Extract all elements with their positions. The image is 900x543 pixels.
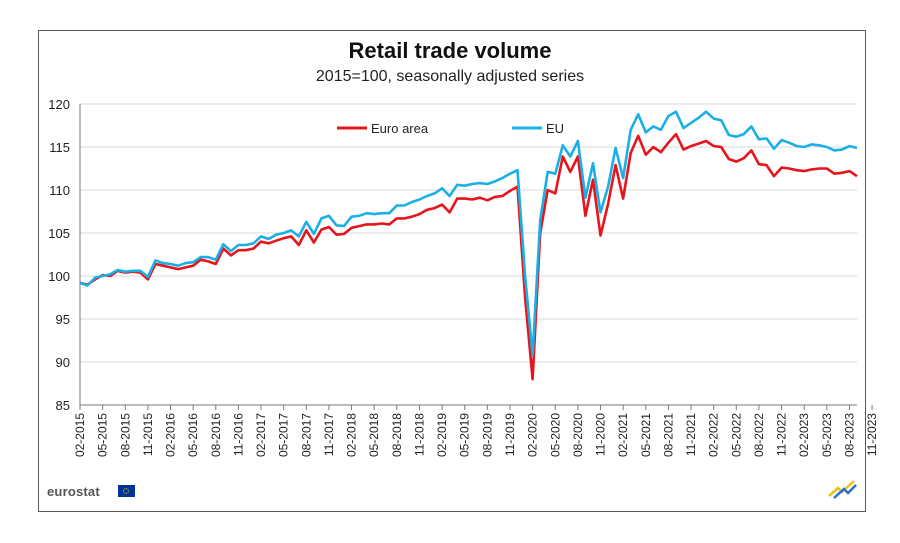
- x-tick-label: 08-2019: [480, 413, 494, 457]
- chart-subtitle: 2015=100, seasonally adjusted series: [315, 68, 585, 85]
- x-tick-label: 02-2015: [73, 413, 87, 457]
- y-tick-label: 95: [56, 312, 70, 327]
- x-tick-label: 05-2018: [367, 413, 381, 457]
- series-line-eu: [79, 110, 858, 357]
- x-tick-label: 05-2017: [277, 413, 291, 457]
- x-tick-label: 05-2023: [820, 413, 834, 457]
- y-tick-label: 100: [48, 269, 70, 284]
- eurostat-logo-text: eurostat: [47, 484, 100, 499]
- legend-label: Euro area: [371, 121, 429, 136]
- x-tick-label: 11-2015: [141, 413, 155, 456]
- x-tick-label: 02-2019: [435, 413, 449, 457]
- x-tick-label: 08-2016: [209, 413, 223, 457]
- x-tick-label: 11-2019: [503, 413, 517, 456]
- x-tick-label: 08-2017: [299, 413, 313, 457]
- x-tick-label: 08-2018: [390, 413, 404, 457]
- x-tick-label: 11-2016: [231, 413, 245, 456]
- series-line-euro-area: [79, 132, 858, 381]
- eu-flag-icon: [118, 485, 135, 497]
- x-tick-label: 02-2018: [345, 413, 359, 457]
- y-tick-label: 85: [56, 398, 70, 413]
- x-tick-label: 11-2018: [412, 413, 426, 456]
- x-tick-label: 05-2020: [548, 413, 562, 457]
- eurostat-mark-icon: [828, 480, 857, 499]
- x-tick-label: 02-2023: [797, 413, 811, 457]
- chart-frame: [38, 30, 866, 512]
- y-tick-label: 110: [49, 183, 70, 198]
- x-tick-label: 11-2017: [322, 413, 336, 456]
- x-tick-label: 02-2017: [254, 413, 268, 457]
- x-tick-label: 08-2021: [661, 413, 675, 457]
- x-tick-label: 02-2016: [164, 413, 178, 457]
- x-tick-label: 05-2019: [458, 413, 472, 457]
- legend-label: EU: [546, 121, 564, 136]
- x-tick-label: 02-2020: [526, 413, 540, 457]
- x-tick-label: 08-2020: [571, 413, 585, 457]
- x-tick-label: 08-2015: [118, 413, 132, 457]
- x-tick-label: 02-2021: [616, 413, 630, 457]
- x-tick-label: 08-2023: [842, 413, 856, 457]
- x-tick-label: 11-2020: [594, 413, 608, 456]
- y-tick-label: 90: [56, 355, 70, 370]
- x-tick-label: 11-2023: [865, 413, 879, 456]
- chart-title: Retail trade volume: [348, 38, 552, 63]
- x-tick-label: 05-2022: [729, 413, 743, 457]
- x-tick-label: 11-2021: [684, 413, 698, 456]
- x-tick-label: 05-2016: [186, 413, 200, 457]
- x-tick-label: 08-2022: [752, 413, 766, 457]
- y-tick-label: 115: [49, 140, 70, 155]
- x-tick-label: 02-2022: [707, 413, 721, 457]
- x-tick-label: 05-2021: [639, 413, 653, 457]
- y-tick-label: 120: [48, 97, 70, 112]
- x-tick-label: 05-2015: [96, 413, 110, 457]
- x-tick-label: 11-2022: [775, 413, 789, 456]
- y-tick-label: 105: [48, 226, 70, 241]
